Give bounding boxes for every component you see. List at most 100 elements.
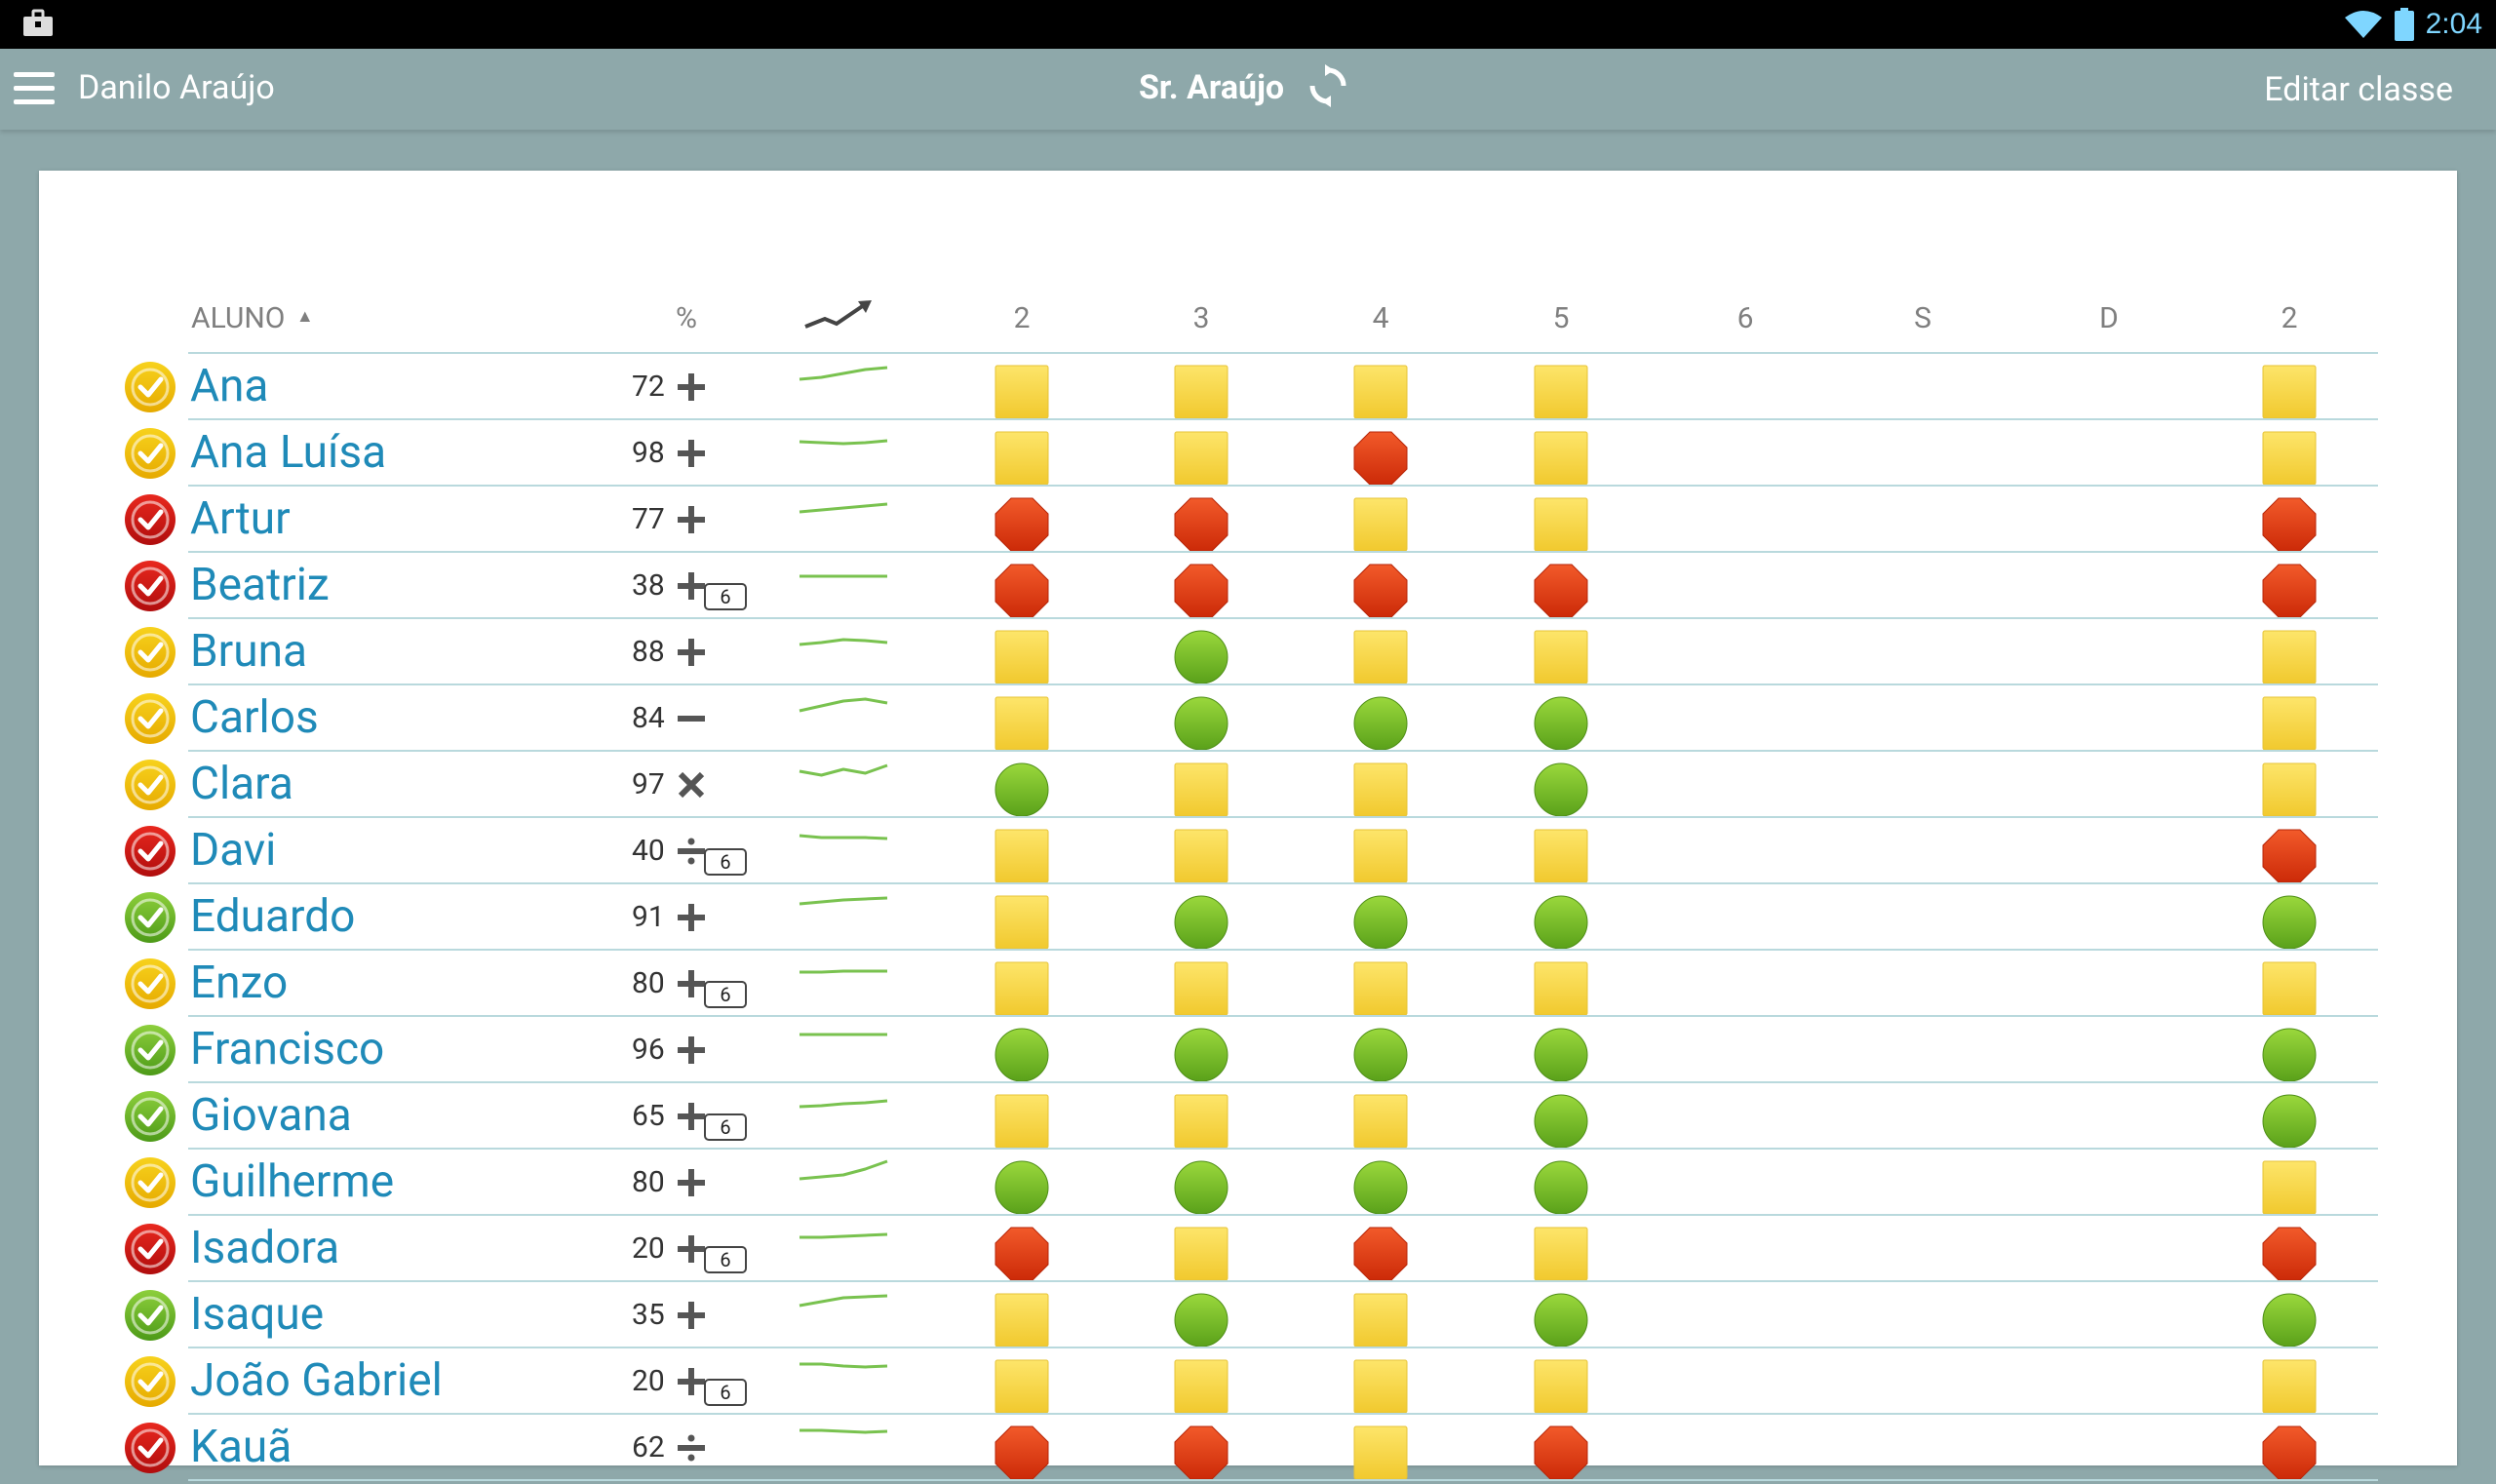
student-row[interactable]: Francisco 96 <box>0 1017 2496 1083</box>
yellow-square-mark[interactable] <box>1534 365 1588 419</box>
yellow-square-mark[interactable] <box>994 961 1049 1016</box>
green-circle-mark[interactable] <box>2262 1028 2317 1082</box>
yellow-square-mark[interactable] <box>1174 762 1228 817</box>
student-row[interactable]: Artur 77 <box>0 487 2496 553</box>
yellow-square-mark[interactable] <box>2262 431 2317 486</box>
yellow-square-mark[interactable] <box>1534 961 1588 1016</box>
status-check-icon[interactable] <box>124 825 176 878</box>
red-octagon-mark[interactable] <box>994 564 1049 618</box>
red-octagon-mark[interactable] <box>1174 564 1228 618</box>
green-circle-mark[interactable] <box>2262 895 2317 950</box>
student-row[interactable]: Bruna 88 <box>0 619 2496 685</box>
plus-icon[interactable] <box>675 635 708 670</box>
yellow-square-mark[interactable] <box>1174 431 1228 486</box>
yellow-square-mark[interactable] <box>994 431 1049 486</box>
green-circle-mark[interactable] <box>1534 1094 1588 1149</box>
red-octagon-mark[interactable] <box>994 1227 1049 1281</box>
red-octagon-mark[interactable] <box>2262 1425 2317 1480</box>
student-name[interactable]: Clara <box>190 758 293 810</box>
header-student[interactable]: ALUNO ▲ <box>191 301 314 335</box>
yellow-square-mark[interactable] <box>1353 497 1408 552</box>
student-row[interactable]: Eduardo 91 <box>0 884 2496 951</box>
red-octagon-mark[interactable] <box>2262 1227 2317 1281</box>
yellow-square-mark[interactable] <box>2262 762 2317 817</box>
student-row[interactable]: Enzo 80 6 <box>0 951 2496 1017</box>
header-day[interactable]: 6 <box>1736 301 1754 335</box>
student-row[interactable]: Clara 97 <box>0 752 2496 818</box>
yellow-square-mark[interactable] <box>1534 1359 1588 1414</box>
yellow-square-mark[interactable] <box>994 895 1049 950</box>
yellow-square-mark[interactable] <box>1174 1227 1228 1281</box>
green-circle-mark[interactable] <box>2262 1293 2317 1347</box>
header-percent[interactable]: % <box>676 301 697 335</box>
status-check-icon[interactable] <box>124 626 176 679</box>
status-check-icon[interactable] <box>124 361 176 413</box>
plus-icon[interactable] <box>675 1364 708 1399</box>
student-name[interactable]: João Gabriel <box>190 1354 443 1407</box>
yellow-square-mark[interactable] <box>2262 1359 2317 1414</box>
student-name[interactable]: Isaque <box>190 1288 325 1341</box>
yellow-square-mark[interactable] <box>1534 497 1588 552</box>
yellow-square-mark[interactable] <box>1353 1359 1408 1414</box>
yellow-square-mark[interactable] <box>994 1293 1049 1347</box>
green-circle-mark[interactable] <box>1534 762 1588 817</box>
status-check-icon[interactable] <box>124 493 176 546</box>
yellow-square-mark[interactable] <box>994 630 1049 684</box>
green-circle-mark[interactable] <box>994 1160 1049 1215</box>
yellow-square-mark[interactable] <box>2262 1160 2317 1215</box>
student-name[interactable]: Beatriz <box>190 559 330 611</box>
student-name[interactable]: Giovana <box>190 1089 352 1142</box>
student-name[interactable]: Artur <box>190 492 291 545</box>
green-circle-mark[interactable] <box>1534 1028 1588 1082</box>
student-row[interactable]: Ana Luísa 98 <box>0 420 2496 487</box>
yellow-square-mark[interactable] <box>2262 365 2317 419</box>
plus-icon[interactable] <box>675 1165 708 1200</box>
yellow-square-mark[interactable] <box>994 1359 1049 1414</box>
red-octagon-mark[interactable] <box>1534 564 1588 618</box>
green-circle-mark[interactable] <box>2262 1094 2317 1149</box>
user-name[interactable]: Danilo Araújo <box>78 68 275 107</box>
yellow-square-mark[interactable] <box>1353 1425 1408 1480</box>
green-circle-mark[interactable] <box>1353 696 1408 751</box>
red-octagon-mark[interactable] <box>994 497 1049 552</box>
yellow-square-mark[interactable] <box>1353 961 1408 1016</box>
yellow-square-mark[interactable] <box>1534 630 1588 684</box>
yellow-square-mark[interactable] <box>1534 431 1588 486</box>
header-day[interactable]: S <box>1914 301 1931 335</box>
green-circle-mark[interactable] <box>994 1028 1049 1082</box>
student-row[interactable]: Isaque 35 <box>0 1282 2496 1348</box>
student-name[interactable]: Kauã <box>190 1421 292 1473</box>
red-octagon-mark[interactable] <box>1174 1425 1228 1480</box>
yellow-square-mark[interactable] <box>994 365 1049 419</box>
divide-icon[interactable] <box>675 834 708 869</box>
student-row[interactable]: Ana 72 <box>0 354 2496 420</box>
student-name[interactable]: Eduardo <box>190 890 356 943</box>
status-check-icon[interactable] <box>124 957 176 1010</box>
edit-class-button[interactable]: Editar classe <box>2264 70 2453 109</box>
green-circle-mark[interactable] <box>1534 696 1588 751</box>
yellow-square-mark[interactable] <box>1174 961 1228 1016</box>
red-octagon-mark[interactable] <box>1353 564 1408 618</box>
yellow-square-mark[interactable] <box>1353 365 1408 419</box>
yellow-square-mark[interactable] <box>1353 630 1408 684</box>
header-day[interactable]: 3 <box>1192 301 1210 335</box>
status-check-icon[interactable] <box>124 1355 176 1408</box>
status-check-icon[interactable] <box>124 1024 176 1076</box>
header-day[interactable]: D <box>2099 301 2119 335</box>
student-name[interactable]: Francisco <box>190 1023 385 1075</box>
yellow-square-mark[interactable] <box>994 1094 1049 1149</box>
red-octagon-mark[interactable] <box>1174 497 1228 552</box>
green-circle-mark[interactable] <box>1174 696 1228 751</box>
red-octagon-mark[interactable] <box>2262 829 2317 883</box>
red-octagon-mark[interactable] <box>2262 564 2317 618</box>
times-icon[interactable] <box>675 767 708 802</box>
green-circle-mark[interactable] <box>1174 1293 1228 1347</box>
green-circle-mark[interactable] <box>1534 895 1588 950</box>
yellow-square-mark[interactable] <box>1174 1359 1228 1414</box>
student-row[interactable]: Davi 40 6 <box>0 818 2496 884</box>
divide-icon[interactable] <box>675 1430 708 1465</box>
student-row[interactable]: João Gabriel 20 6 <box>0 1348 2496 1415</box>
red-octagon-mark[interactable] <box>1534 1425 1588 1480</box>
status-check-icon[interactable] <box>124 1156 176 1209</box>
yellow-square-mark[interactable] <box>1534 829 1588 883</box>
